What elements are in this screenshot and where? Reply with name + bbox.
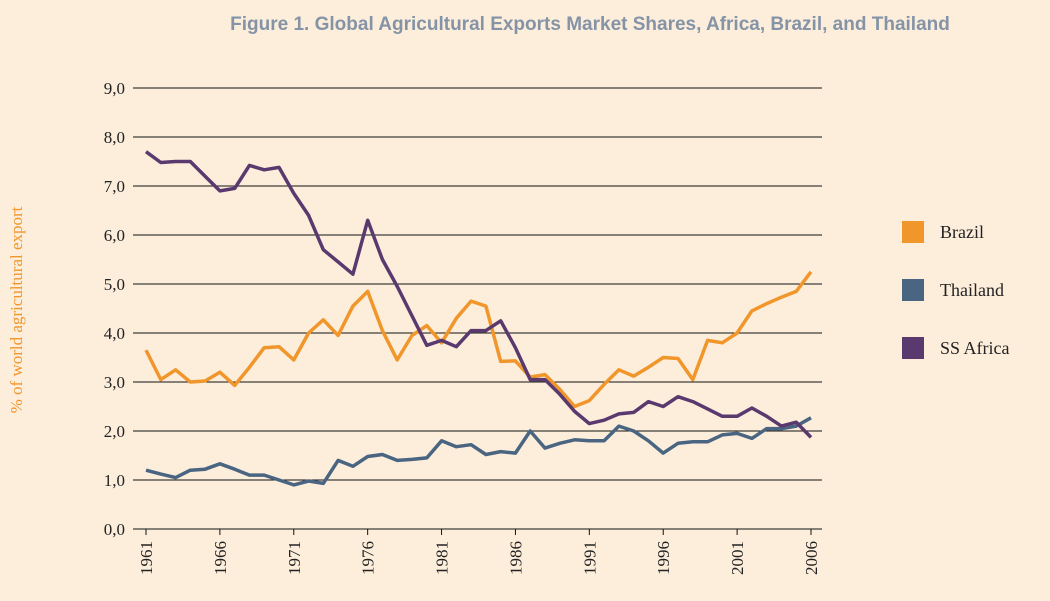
legend-swatch xyxy=(902,337,924,359)
x-tick-label: 1991 xyxy=(580,541,599,575)
legend-label: Thailand xyxy=(940,280,1004,300)
series-line xyxy=(144,270,813,409)
x-tick-label: 1966 xyxy=(211,541,230,575)
y-tick-label: 6,0 xyxy=(104,226,125,245)
x-tick-label: 1981 xyxy=(433,541,452,575)
x-tick-label: 1961 xyxy=(137,541,156,575)
y-tick-label: 4,0 xyxy=(104,324,125,343)
y-tick-label: 9,0 xyxy=(104,79,125,98)
y-axis-label: % of world agricultural export xyxy=(7,206,26,413)
x-tick-label: 1971 xyxy=(285,541,304,575)
legend-swatch xyxy=(902,221,924,243)
x-tick-label: 2006 xyxy=(802,541,821,575)
x-tick-label: 1986 xyxy=(506,541,525,575)
y-tick-label: 1,0 xyxy=(104,471,125,490)
y-tick-label: 2,0 xyxy=(104,422,125,441)
series-line xyxy=(144,150,813,439)
y-tick-label: 0,0 xyxy=(104,520,125,539)
series-line xyxy=(145,416,812,487)
legend-swatch xyxy=(902,279,924,301)
chart-title: Figure 1. Global Agricultural Exports Ma… xyxy=(230,14,950,35)
y-tick-label: 3,0 xyxy=(104,373,125,392)
y-tick-label: 7,0 xyxy=(104,177,125,196)
y-tick-label: 5,0 xyxy=(104,275,125,294)
legend-label: Brazil xyxy=(940,222,984,242)
x-tick-label: 2001 xyxy=(728,541,747,575)
x-tick-label: 1976 xyxy=(359,541,378,575)
x-tick-label: 1996 xyxy=(654,541,673,575)
y-tick-label: 8,0 xyxy=(104,128,125,147)
legend-label: SS Africa xyxy=(940,338,1010,358)
